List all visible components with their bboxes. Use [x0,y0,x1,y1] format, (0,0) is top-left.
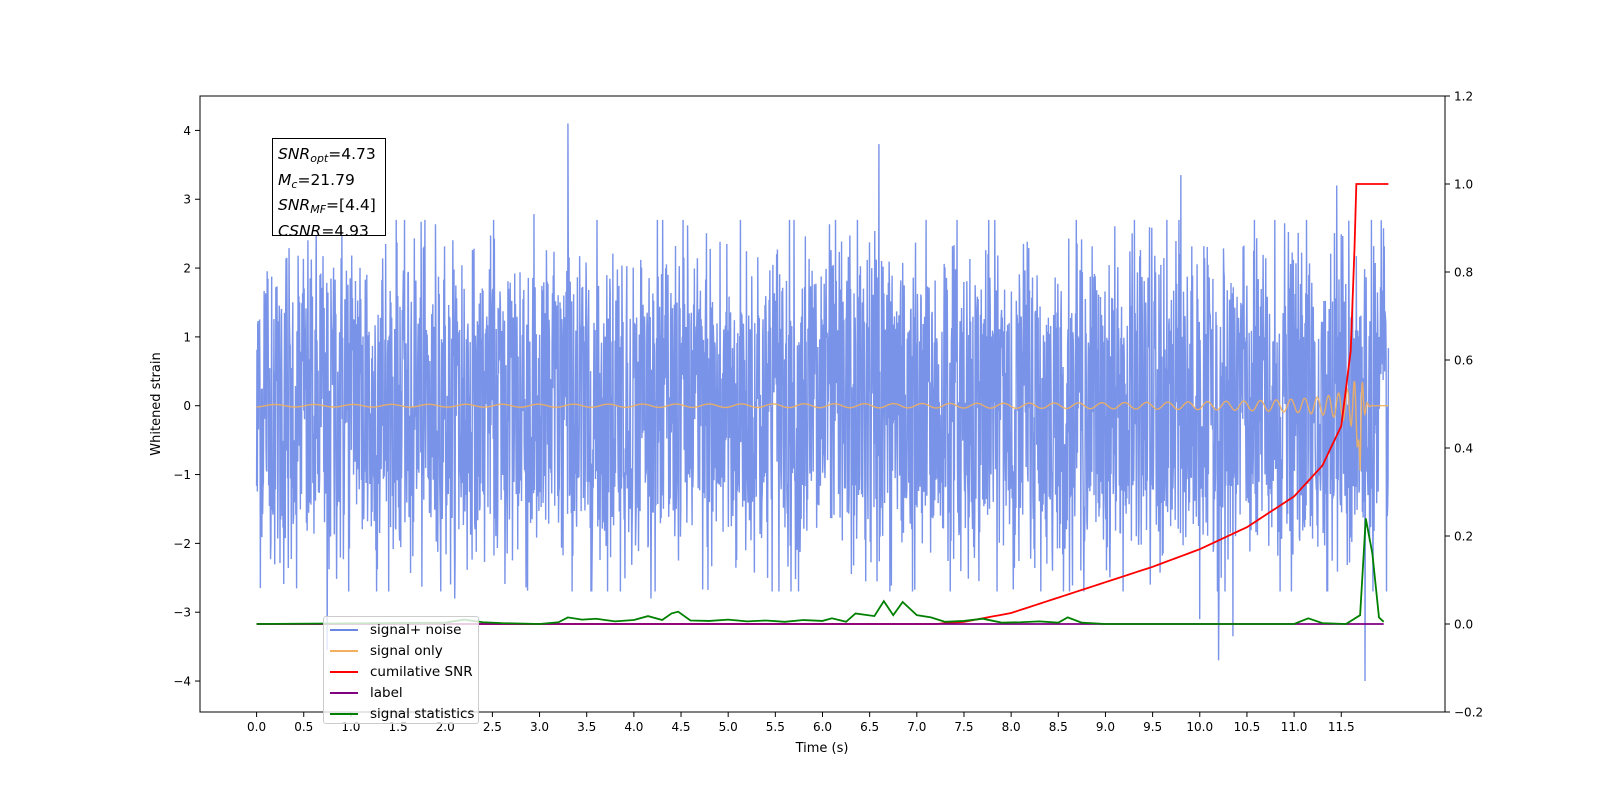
series-signal-noise-line [255,123,1390,682]
y-left-tick-label: −4 [173,675,191,689]
x-tick-label: 3.0 [530,720,549,734]
x-tick-label: 11.0 [1281,720,1308,734]
csnr-row: CSNR=4.93 [278,221,369,240]
y-right-tick-label: 0.4 [1454,442,1473,456]
y-right-tick-label: 0.6 [1454,354,1473,368]
x-tick-label: 11.5 [1328,720,1355,734]
legend-label: signal statistics [370,705,475,722]
legend-label: signal only [370,642,443,659]
x-tick-label: 6.0 [813,720,832,734]
y-left-tick-label: 2 [183,262,191,276]
snr-opt-row: SNRopt=4.73 [278,145,376,165]
y-left-tick-label: −3 [173,606,191,620]
x-tick-label: 9.0 [1096,720,1115,734]
x-axis-title: Time (s) [795,741,849,756]
series-signal-statistics-line [256,518,1385,625]
y-left-tick-label: −2 [173,537,191,551]
legend-item-label: label [330,682,478,703]
legend-swatch [330,628,358,631]
y-left-tick-label: 3 [183,193,191,207]
x-tick-label: 4.0 [624,720,643,734]
x-tick-label: 5.0 [719,720,738,734]
snr-mf-value: [4.4] [339,196,376,214]
legend-label: label [370,684,403,701]
legend-swatch [330,649,358,652]
snr-mf-row: SNRMF=[4.4] [278,196,376,216]
x-tick-label: 8.0 [1002,720,1021,734]
snr-info-box: SNRopt=4.73 Mc=21.79 SNRMF=[4.4] CSNR=4.… [272,138,386,240]
legend-item-signal-only: signal only [330,640,478,661]
x-tick-label: 5.5 [766,720,785,734]
x-tick-label: 10.5 [1234,720,1261,734]
x-tick-label: 0.5 [294,720,313,734]
y-left-tick-label: 1 [183,330,191,344]
x-tick-label: 9.5 [1143,720,1162,734]
x-tick-label: 2.5 [483,720,502,734]
y-left-tick-label: 4 [183,124,191,138]
x-tick-label: 4.5 [671,720,690,734]
y-left-tick-label: −1 [173,468,191,482]
series-signal-only-line [256,380,1389,471]
legend: signal+ noise signal only cumilative SNR… [323,616,479,724]
y-right-tick-label: 1.0 [1454,178,1473,192]
x-tick-label: 7.0 [907,720,926,734]
series-layer [255,123,1390,682]
legend-label: cumilative SNR [370,663,473,680]
y-right-tick-label: 0.2 [1454,530,1473,544]
x-tick-label: 8.5 [1049,720,1068,734]
x-tick-label: 10.0 [1186,720,1213,734]
y-right-tick-label: 0.0 [1454,618,1473,632]
snr-opt-value: 4.73 [341,145,376,163]
legend-swatch [330,670,358,673]
mc-value: 21.79 [310,170,355,189]
legend-swatch [330,712,358,715]
mc-row: Mc=21.79 [278,170,355,191]
x-tick-label: 0.0 [247,720,266,734]
csnr-value: 4.93 [334,221,369,240]
x-tick-label: 6.5 [860,720,879,734]
legend-item-cumulative-snr: cumilative SNR [330,661,478,682]
y-right-tick-label: 0.8 [1454,266,1473,280]
series-cumulative-snr-line [256,183,1389,625]
x-tick-label: 7.5 [954,720,973,734]
y-axis-left: −4 −3 −2 −1 0 1 2 3 4 [173,124,200,689]
legend-label: signal+ noise [370,621,462,638]
y-axis-left-title: Whitened strain [149,352,164,455]
y-left-tick-label: 0 [183,399,191,413]
y-right-tick-label: 1.2 [1454,90,1473,104]
legend-item-signal-noise: signal+ noise [330,619,478,640]
legend-swatch [330,691,358,694]
y-axis-right: −0.2 0.0 0.2 0.4 0.6 0.8 1.0 1.2 [1445,90,1483,720]
y-right-tick-label: −0.2 [1454,706,1483,720]
x-tick-label: 3.5 [577,720,596,734]
legend-item-signal-statistics: signal statistics [330,703,478,724]
